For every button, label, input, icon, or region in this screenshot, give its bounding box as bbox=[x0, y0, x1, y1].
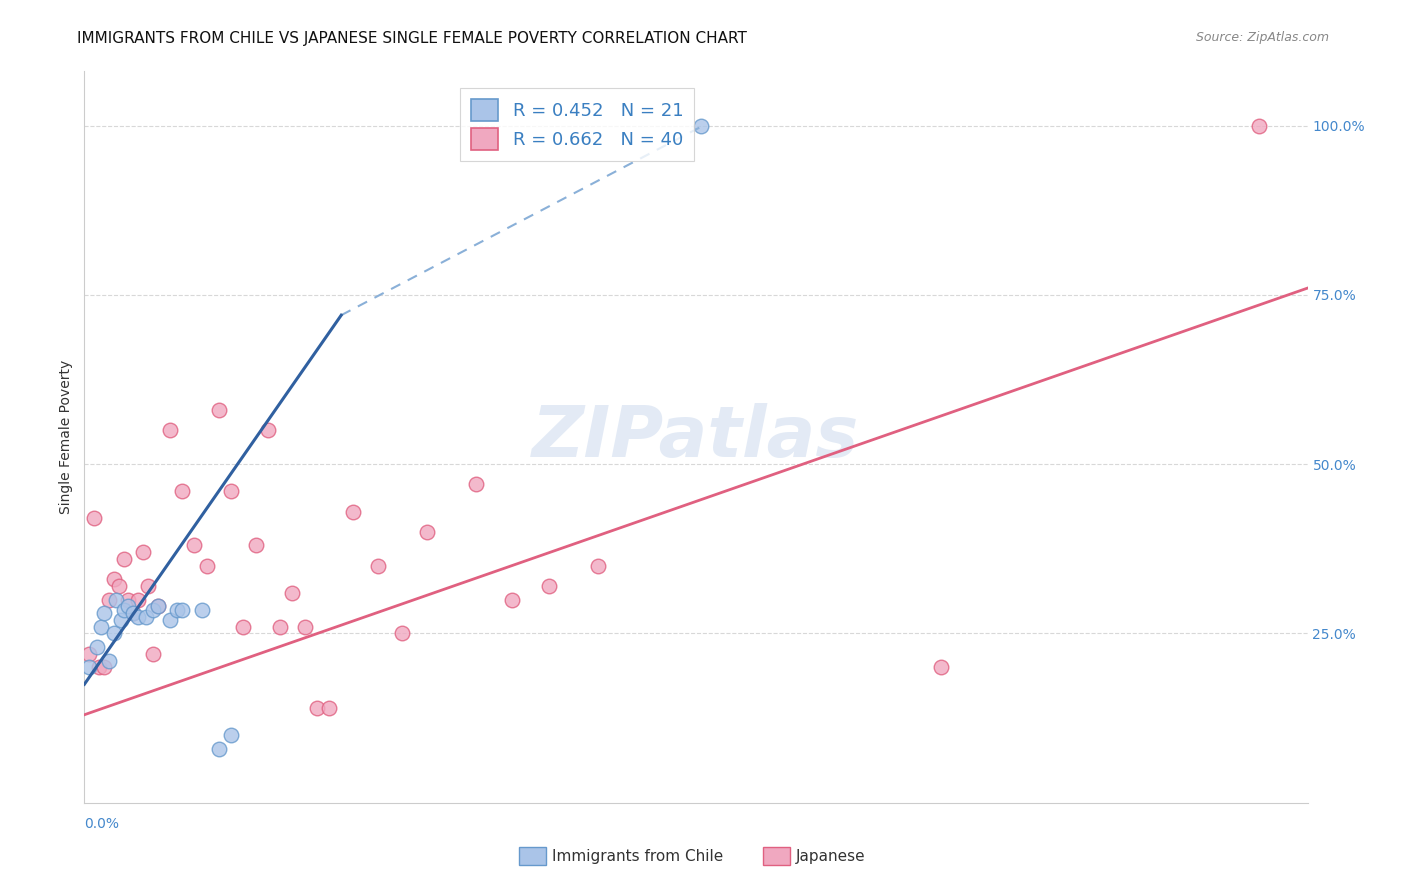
Point bbox=[257, 423, 280, 437]
Point bbox=[538, 579, 561, 593]
Point bbox=[117, 592, 139, 607]
Point bbox=[183, 538, 205, 552]
Text: Immigrants from Chile: Immigrants from Chile bbox=[551, 848, 723, 863]
Point bbox=[294, 620, 316, 634]
FancyBboxPatch shape bbox=[519, 847, 546, 865]
Point bbox=[93, 606, 115, 620]
Point bbox=[219, 484, 242, 499]
Point bbox=[195, 558, 218, 573]
Text: 0.0%: 0.0% bbox=[84, 817, 120, 831]
Point bbox=[208, 403, 231, 417]
Point bbox=[97, 654, 120, 668]
Point bbox=[146, 599, 169, 614]
Text: ZIPatlas: ZIPatlas bbox=[533, 402, 859, 472]
Point bbox=[166, 603, 188, 617]
FancyBboxPatch shape bbox=[763, 847, 790, 865]
Point bbox=[281, 586, 304, 600]
Point bbox=[110, 613, 132, 627]
Point bbox=[208, 741, 231, 756]
Text: Japanese: Japanese bbox=[796, 848, 866, 863]
Point bbox=[391, 626, 413, 640]
Point bbox=[107, 579, 129, 593]
Point bbox=[219, 728, 242, 742]
Point bbox=[191, 603, 214, 617]
Point bbox=[159, 423, 181, 437]
Point bbox=[112, 552, 135, 566]
Point bbox=[142, 647, 165, 661]
Point bbox=[305, 701, 328, 715]
Point bbox=[122, 606, 145, 620]
Point bbox=[87, 660, 110, 674]
Point bbox=[83, 511, 105, 525]
Point bbox=[77, 647, 100, 661]
Point bbox=[105, 592, 128, 607]
Point bbox=[172, 484, 194, 499]
Point bbox=[93, 660, 115, 674]
Point bbox=[77, 660, 100, 674]
Point bbox=[929, 660, 952, 674]
Legend: R = 0.452   N = 21, R = 0.662   N = 40: R = 0.452 N = 21, R = 0.662 N = 40 bbox=[460, 87, 695, 161]
Point bbox=[97, 592, 120, 607]
Point bbox=[146, 599, 169, 614]
Point bbox=[586, 558, 609, 573]
Point bbox=[1247, 119, 1270, 133]
Point bbox=[142, 603, 165, 617]
Point bbox=[502, 592, 524, 607]
Point bbox=[318, 701, 340, 715]
Point bbox=[117, 599, 139, 614]
Point bbox=[232, 620, 254, 634]
Point bbox=[159, 613, 181, 627]
Point bbox=[136, 579, 159, 593]
Y-axis label: Single Female Poverty: Single Female Poverty bbox=[59, 360, 73, 514]
Point bbox=[86, 640, 108, 654]
Text: Source: ZipAtlas.com: Source: ZipAtlas.com bbox=[1195, 31, 1329, 45]
Point bbox=[269, 620, 291, 634]
Point bbox=[464, 477, 486, 491]
Point bbox=[122, 606, 145, 620]
Point bbox=[90, 620, 112, 634]
Point bbox=[132, 545, 155, 559]
Point bbox=[245, 538, 267, 552]
Point bbox=[103, 572, 125, 586]
Text: IMMIGRANTS FROM CHILE VS JAPANESE SINGLE FEMALE POVERTY CORRELATION CHART: IMMIGRANTS FROM CHILE VS JAPANESE SINGLE… bbox=[77, 31, 747, 46]
Point bbox=[416, 524, 439, 539]
Point bbox=[689, 119, 711, 133]
Point bbox=[342, 505, 364, 519]
Point bbox=[135, 609, 157, 624]
Point bbox=[112, 603, 135, 617]
Point bbox=[103, 626, 125, 640]
Point bbox=[127, 592, 149, 607]
Point bbox=[172, 603, 194, 617]
Point bbox=[367, 558, 389, 573]
Point bbox=[127, 609, 149, 624]
